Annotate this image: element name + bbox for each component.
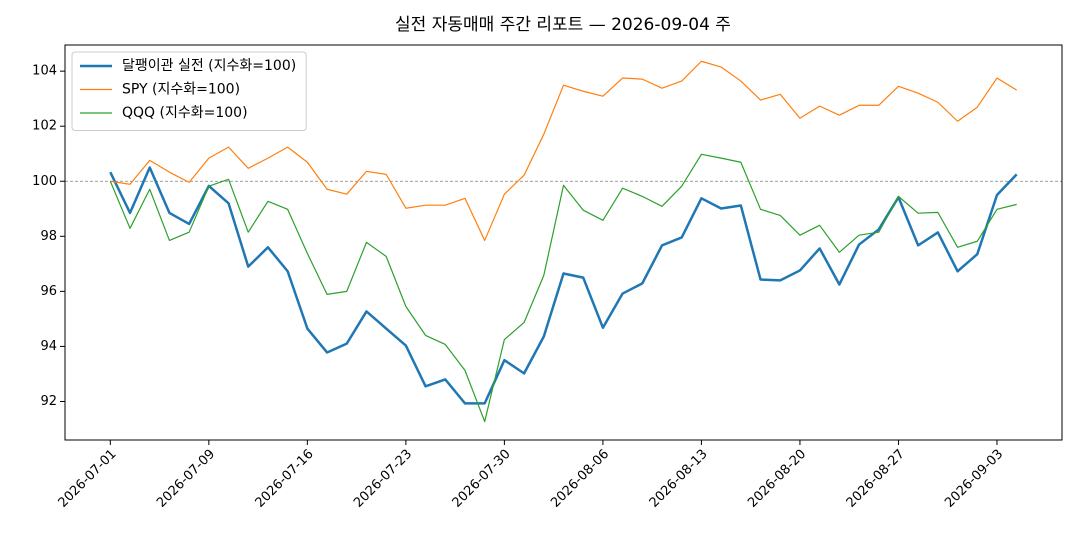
y-tick-label: 102 [32,119,57,134]
y-tick-label: 92 [40,394,57,409]
legend-label: 달팽이관 실전 (지수화=100) [122,58,296,74]
y-tick-label: 96 [40,284,57,299]
series-line [109,166,1018,405]
plot-frame [64,44,1063,441]
series-line [110,60,1017,242]
legend-box [71,51,307,131]
y-tick-label: 94 [40,339,57,354]
legend-label: QQQ (지수화=100) [122,105,248,121]
legend-label: SPY (지수화=100) [122,82,240,98]
chart-title: 실전 자동매매 주간 리포트 — 2026-09-04 주 [395,15,731,35]
y-tick-label: 100 [32,174,57,189]
series-line [109,153,1017,423]
legend: 달팽이관 실전 (지수화=100) SPY (지수화=100) QQQ (지수화=1… [71,51,307,131]
y-tick-label: 104 [32,64,57,79]
y-tick-label: 98 [40,229,57,244]
